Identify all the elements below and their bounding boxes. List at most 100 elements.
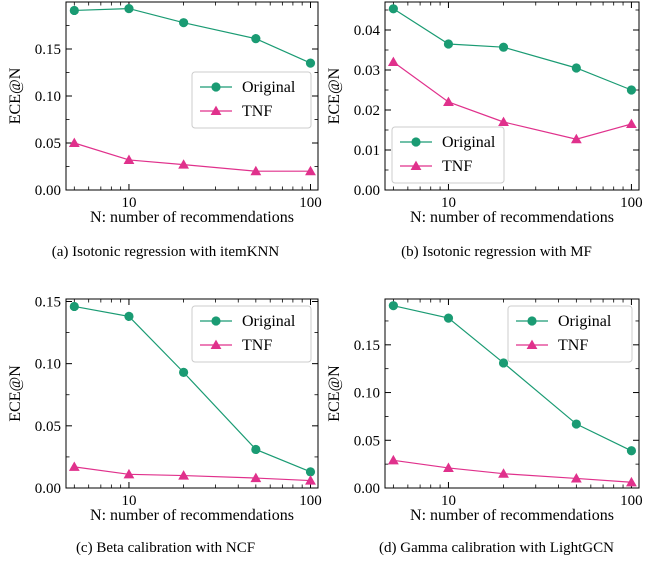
data-point-tnf xyxy=(178,159,190,169)
caption-b: (b) Isotonic regression with MF xyxy=(401,244,592,260)
y-axis-label: ECE@N xyxy=(7,67,24,124)
data-point-original xyxy=(571,419,581,429)
data-point-original xyxy=(388,301,398,311)
data-point-original xyxy=(498,358,509,368)
caption-a: (a) Isotonic regression with itemKNN xyxy=(51,244,280,260)
y-tick-label: 0.00 xyxy=(35,183,61,199)
legend-label: Original xyxy=(242,313,296,330)
x-axis-label: N: number of recommendations xyxy=(410,209,614,226)
caption-c: (c) Beta calibration with NCF xyxy=(75,540,256,556)
data-point-original xyxy=(251,34,261,44)
legend-marker xyxy=(211,316,221,326)
y-tick-label: 0.00 xyxy=(35,481,61,497)
legend-label: Original xyxy=(442,134,496,151)
data-point-original xyxy=(69,301,79,312)
data-point-tnf xyxy=(250,472,262,483)
legend-marker xyxy=(210,339,222,350)
legend-label: TNF xyxy=(242,103,272,120)
series-line-original xyxy=(393,8,632,91)
y-tick-label: 0.04 xyxy=(354,23,381,39)
legend-marker xyxy=(210,105,222,116)
chart-panel-0: 10 100 0.00 0.05 0.10 0.15 N: number of recomm… xyxy=(7,1,322,226)
x-tick-label: 10 xyxy=(441,493,456,509)
y-tick-label: 0.10 xyxy=(35,89,61,105)
data-point-tnf xyxy=(68,461,80,471)
x-tick-label: 10 xyxy=(121,195,136,211)
legend-marker xyxy=(410,160,422,171)
legend-box xyxy=(191,305,312,363)
x-tick-label: 100 xyxy=(299,195,322,211)
legend-box xyxy=(191,71,312,129)
series-line-tnf xyxy=(74,466,311,482)
data-point-original xyxy=(626,446,637,456)
legend: Original TNF xyxy=(391,126,505,184)
data-point-tnf xyxy=(123,468,135,479)
data-point-tnf xyxy=(250,165,262,176)
y-tick-label: 0.15 xyxy=(35,294,61,310)
legend-label: Original xyxy=(242,79,296,96)
data-point-tnf xyxy=(626,118,637,129)
y-tick-label: 0.05 xyxy=(35,136,61,152)
data-point-original xyxy=(179,367,189,377)
data-point-original xyxy=(571,63,581,73)
data-point-tnf xyxy=(305,475,316,485)
legend-box xyxy=(507,305,633,363)
data-point-tnf xyxy=(178,470,190,480)
data-point-original xyxy=(179,18,189,28)
data-point-tnf xyxy=(570,473,582,483)
data-point-original xyxy=(305,467,316,477)
legend-label: Original xyxy=(558,313,612,330)
data-point-original xyxy=(443,313,454,323)
legend-label: TNF xyxy=(558,337,588,354)
data-point-original xyxy=(626,85,637,95)
data-point-tnf xyxy=(443,462,454,473)
data-point-original xyxy=(498,42,509,52)
data-point-original xyxy=(124,311,134,322)
legend: Original TNF xyxy=(191,305,312,363)
y-tick-label: 0.00 xyxy=(354,183,380,199)
data-point-tnf xyxy=(387,454,399,465)
data-point-tnf xyxy=(498,468,509,478)
x-tick-label: 10 xyxy=(441,195,456,211)
y-tick-label: 0.03 xyxy=(354,63,380,79)
y-tick-label: 0.05 xyxy=(35,419,61,435)
y-axis-label: ECE@N xyxy=(326,67,343,124)
y-tick-label: 0.02 xyxy=(354,103,380,119)
x-axis-label: N: number of recommendations xyxy=(90,209,294,226)
y-tick-label: 0.15 xyxy=(354,338,380,354)
legend-marker xyxy=(411,137,421,147)
legend: Original TNF xyxy=(507,305,633,363)
caption-d: (d) Gamma calibration with LightGCN xyxy=(379,540,614,556)
data-point-original xyxy=(388,4,398,14)
data-point-original xyxy=(69,5,79,16)
legend: Original TNF xyxy=(191,71,312,129)
data-point-original xyxy=(251,444,261,455)
data-point-original xyxy=(305,58,316,68)
x-tick-label: 100 xyxy=(299,493,322,509)
series-line-tnf xyxy=(74,142,311,172)
data-point-tnf xyxy=(443,96,454,107)
y-tick-label: 0.05 xyxy=(354,433,380,449)
y-tick-label: 0.10 xyxy=(354,386,380,402)
x-tick-label: 100 xyxy=(620,195,643,211)
plot-frame xyxy=(384,298,640,489)
y-axis-label: ECE@N xyxy=(7,365,24,422)
series-line-original xyxy=(74,7,311,64)
legend-marker xyxy=(527,316,537,326)
y-axis-label: ECE@N xyxy=(326,365,343,422)
data-point-tnf xyxy=(387,56,399,67)
x-tick-label: 10 xyxy=(121,493,136,509)
data-point-tnf xyxy=(123,154,135,164)
chart-panel-3: 10 100 0.00 0.05 0.10 0.15 N: number of recomm… xyxy=(326,298,643,524)
x-axis-label: N: number of recommendations xyxy=(90,507,294,524)
data-point-tnf xyxy=(305,165,316,176)
y-tick-label: 0.15 xyxy=(35,42,61,58)
data-point-original xyxy=(443,39,454,49)
y-tick-label: 0.00 xyxy=(354,481,380,497)
data-point-tnf xyxy=(498,116,509,127)
legend-label: TNF xyxy=(242,337,272,354)
x-tick-label: 100 xyxy=(620,493,643,509)
data-point-tnf xyxy=(570,133,582,144)
data-point-original xyxy=(124,3,134,14)
